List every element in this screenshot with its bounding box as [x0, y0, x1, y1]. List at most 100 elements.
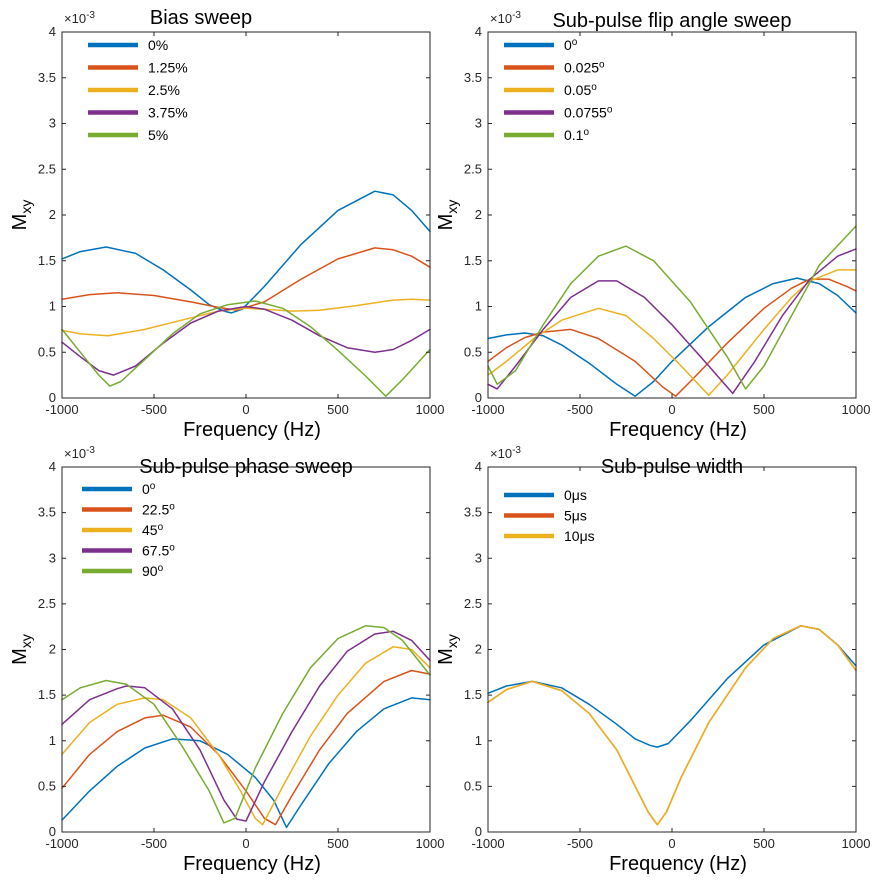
legend-label: 1.25% [148, 60, 188, 76]
x-tick-label: 500 [327, 836, 349, 851]
legend: 0o 0.025o 0.05o 0.0755o 0.1o [504, 37, 613, 143]
x-tick-label: 0 [668, 402, 675, 417]
x-tick-label: 500 [327, 402, 349, 417]
axes-box [487, 466, 857, 833]
y-tick-label: 0.5 [464, 778, 482, 793]
series-line-3 [487, 625, 857, 826]
y-tick-label: 2 [475, 207, 482, 222]
y-tick-label: 4 [475, 459, 482, 474]
y-tick-label: 3.5 [38, 70, 56, 85]
series-line-2 [487, 278, 857, 397]
x-tick-label: 1000 [416, 402, 445, 417]
legend: 0o 22.5o 45o 67.5o 90o [82, 481, 175, 579]
x-axis-label: Frequency (Hz) [183, 419, 321, 441]
chart-title: Bias sweep [150, 7, 252, 29]
x-tick-label: 0 [242, 402, 249, 417]
legend-label: 10μs [564, 528, 595, 544]
x-tick-label: 1000 [416, 836, 445, 851]
y-exponent-label: ×10-3 [64, 10, 95, 26]
series-line-1 [61, 190, 431, 314]
legend-label: 0o [564, 37, 578, 53]
series-line-1 [487, 625, 857, 748]
y-tick-label: 3 [49, 550, 56, 565]
subplot-1: -1000 -500 0 500 1000 0 0.5 1 1.5 2 2.5 3 3.5 4 ×10-3 B… [9, 7, 444, 441]
y-tick-label: 2.5 [38, 161, 56, 176]
chart-title: Sub-pulse phase sweep [139, 456, 352, 478]
series-line-5 [61, 300, 431, 397]
chart-title: Sub-pulse width [601, 456, 743, 478]
y-tick-label: 1 [49, 733, 56, 748]
y-tick-label: 3 [49, 116, 56, 131]
y-tick-label: 2.5 [464, 596, 482, 611]
legend-label: 45o [142, 522, 164, 538]
series-line-4 [61, 630, 431, 822]
subplot-3: -1000 -500 0 500 1000 0 0.5 1 1.5 2 2.5 3 3.5 4 ×10-3 S… [9, 445, 444, 875]
series-line-3 [61, 646, 431, 826]
series-line-4 [61, 305, 431, 376]
series-line-5 [487, 225, 857, 390]
y-tick-label: 3 [475, 550, 482, 565]
x-tick-label: -500 [141, 836, 167, 851]
y-tick-label: 3.5 [464, 70, 482, 85]
x-axis-label: Frequency (Hz) [609, 419, 747, 441]
y-tick-label: 4 [49, 459, 56, 474]
y-tick-label: 4 [475, 24, 482, 39]
legend-label: 5μs [564, 508, 587, 524]
y-axis-label: Mxy [9, 634, 34, 665]
legend-label: 2.5% [148, 82, 180, 98]
series-line-2 [61, 669, 431, 826]
subplot-4: -1000 -500 0 500 1000 0 0.5 1 1.5 2 2.5 3 3.5 4 ×10-3 S… [435, 445, 870, 875]
y-tick-label: 3 [475, 116, 482, 131]
x-axis-label: Frequency (Hz) [609, 853, 747, 875]
y-tick-label: 0.5 [464, 344, 482, 359]
y-tick-label: 2 [475, 642, 482, 657]
y-tick-label: 3.5 [38, 505, 56, 520]
legend-label: 5% [148, 127, 168, 143]
series-line-2 [61, 247, 431, 311]
legend-label: 22.5o [142, 502, 175, 518]
legend-label: 0.025o [564, 60, 605, 76]
series-line-5 [61, 625, 431, 824]
x-tick-label: 500 [753, 402, 775, 417]
legend-label: 3.75% [148, 105, 188, 121]
y-tick-label: 1.5 [38, 253, 56, 268]
series-line-3 [487, 269, 857, 397]
y-tick-label: 0.5 [38, 778, 56, 793]
y-tick-label: 1.5 [38, 687, 56, 702]
legend-label: 0.1o [564, 127, 589, 143]
series-line-2 [487, 625, 857, 826]
y-tick-label: 0 [475, 824, 482, 839]
y-exponent-label: ×10-3 [490, 10, 521, 26]
subplot-2: -1000 -500 0 500 1000 0 0.5 1 1.5 2 2.5 3 3.5 4 ×10-3 S… [435, 10, 870, 441]
series-line-1 [487, 277, 857, 397]
y-tick-label: 0 [49, 390, 56, 405]
chart-title: Sub-pulse flip angle sweep [552, 10, 791, 32]
x-tick-label: -500 [141, 402, 167, 417]
series-line-4 [487, 248, 857, 395]
y-tick-label: 4 [49, 24, 56, 39]
x-tick-label: 500 [753, 836, 775, 851]
axes-box [61, 31, 431, 399]
x-tick-label: 1000 [842, 836, 871, 851]
legend: 0% 1.25% 2.5% 3.75% 5% [88, 37, 188, 143]
legend-label: 67.5o [142, 543, 175, 559]
y-tick-label: 2 [49, 642, 56, 657]
y-tick-label: 1.5 [464, 687, 482, 702]
legend-label: 90o [142, 563, 164, 579]
legend-label: 0.05o [564, 82, 597, 98]
y-tick-label: 2.5 [38, 596, 56, 611]
y-tick-label: 1 [49, 299, 56, 314]
axes-box [487, 31, 857, 399]
x-tick-label: -1000 [471, 836, 504, 851]
x-tick-label: -500 [567, 836, 593, 851]
y-tick-label: 1.5 [464, 253, 482, 268]
y-tick-label: 0 [49, 824, 56, 839]
y-tick-label: 3.5 [464, 505, 482, 520]
legend: 0μs 5μs 10μs [504, 487, 595, 544]
y-tick-label: 2.5 [464, 161, 482, 176]
x-axis-label: Frequency (Hz) [183, 853, 321, 875]
y-axis-label: Mxy [435, 200, 460, 231]
x-tick-label: -1000 [45, 836, 78, 851]
y-tick-label: 1 [475, 733, 482, 748]
